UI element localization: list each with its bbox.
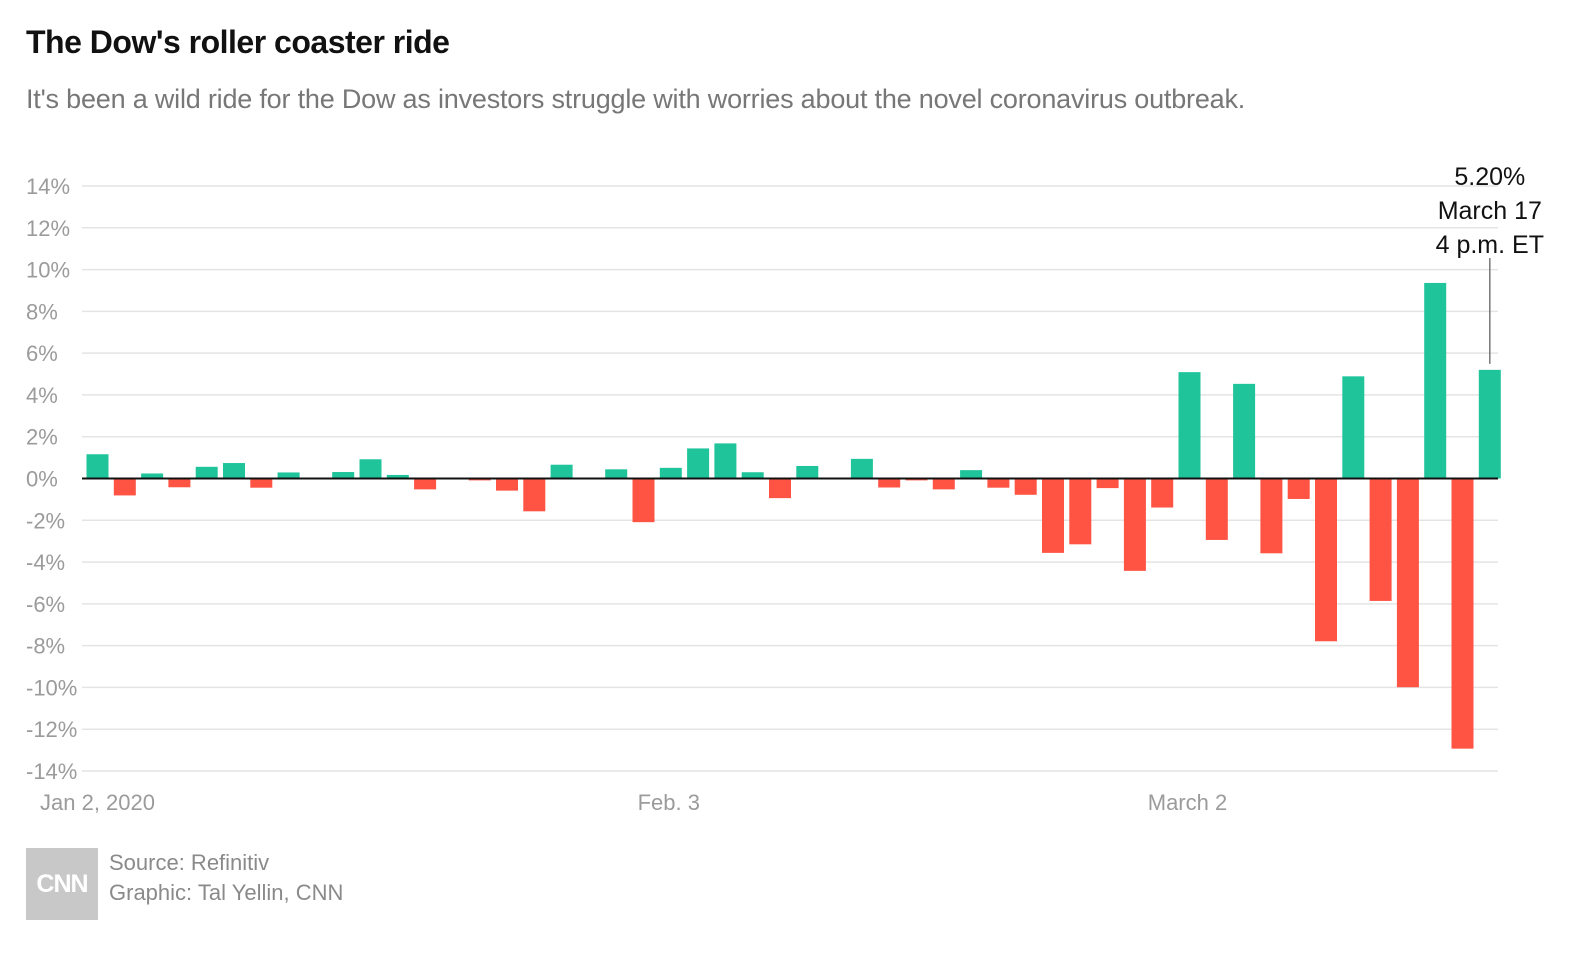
bar-positive bbox=[1342, 376, 1365, 479]
bar-positive bbox=[714, 443, 737, 479]
y-tick-label: -10% bbox=[26, 675, 77, 700]
bar-negative bbox=[168, 478, 191, 488]
y-tick-label: 12% bbox=[26, 216, 70, 241]
bar-positive bbox=[359, 459, 382, 479]
bar-positive bbox=[687, 448, 710, 479]
y-tick-label: -6% bbox=[26, 592, 65, 617]
bar-negative bbox=[769, 478, 791, 499]
bar-negative bbox=[1096, 478, 1119, 489]
bar-negative bbox=[987, 478, 1010, 488]
bar-positive bbox=[605, 469, 628, 479]
y-tick-label: -8% bbox=[26, 634, 65, 659]
bar-positive bbox=[659, 467, 682, 479]
bar-negative bbox=[1014, 478, 1037, 495]
bar-negative bbox=[113, 478, 136, 496]
bar-positive bbox=[1424, 282, 1447, 479]
source-credit: Source: Refinitiv bbox=[109, 850, 270, 875]
bar-positive bbox=[796, 465, 819, 479]
y-tick-label: 4% bbox=[26, 383, 58, 408]
bar-negative bbox=[523, 478, 546, 512]
bar-negative bbox=[878, 478, 901, 488]
bar-negative bbox=[496, 478, 518, 491]
chart-subtitle: It's been a wild ride for the Dow as inv… bbox=[26, 84, 1246, 114]
bar-positive bbox=[1233, 383, 1256, 479]
bar-negative bbox=[1260, 478, 1283, 554]
bar-positive bbox=[550, 464, 573, 479]
bar-positive bbox=[1178, 372, 1201, 479]
y-tick-label: -12% bbox=[26, 717, 77, 742]
annotation-label: 5.20% bbox=[1454, 163, 1525, 191]
annotation-label: 4 p.m. ET bbox=[1436, 231, 1544, 259]
bar-positive bbox=[741, 472, 764, 479]
bar-negative bbox=[1451, 478, 1474, 749]
cnn-logo: CNN bbox=[26, 848, 98, 920]
y-tick-label: 10% bbox=[26, 258, 70, 283]
x-tick-label: Feb. 3 bbox=[638, 790, 700, 815]
bar-positive bbox=[1478, 369, 1501, 479]
bar-positive bbox=[86, 454, 109, 479]
bar-negative bbox=[1287, 478, 1310, 499]
bar-positive bbox=[850, 458, 873, 479]
bar-negative bbox=[1315, 478, 1337, 642]
chart-title: The Dow's roller coaster ride bbox=[26, 24, 450, 60]
bar-negative bbox=[1369, 478, 1392, 601]
bar-negative bbox=[250, 478, 273, 488]
bar-positive bbox=[141, 473, 164, 479]
y-tick-label: -14% bbox=[26, 759, 77, 784]
bar-negative bbox=[414, 478, 437, 490]
bar-positive bbox=[960, 470, 983, 479]
bar-chart: 14% 12% 10% 8% 6% 4% 2% 0% -2% -4% -6% -8% -10% -12% -… bbox=[26, 163, 1544, 815]
y-tick-label: 14% bbox=[26, 174, 70, 199]
bar-negative bbox=[932, 478, 955, 490]
bar-positive bbox=[195, 466, 218, 479]
bar-negative bbox=[1069, 478, 1092, 545]
y-tick-label: 6% bbox=[26, 341, 58, 366]
bar-positive bbox=[386, 474, 409, 479]
y-tick-label: 2% bbox=[26, 425, 58, 450]
bar-negative bbox=[1205, 478, 1228, 540]
annotation-label: March 17 bbox=[1438, 197, 1542, 225]
x-tick-label: Jan 2, 2020 bbox=[40, 790, 155, 815]
cnn-logo-text: CNN bbox=[36, 869, 88, 898]
bar-negative bbox=[1123, 478, 1146, 571]
bar-positive bbox=[223, 463, 245, 479]
y-tick-label: -4% bbox=[26, 550, 65, 575]
y-tick-label: -2% bbox=[26, 508, 65, 533]
graphic-credit: Graphic: Tal Yellin, CNN bbox=[109, 880, 344, 905]
bar-negative bbox=[1042, 478, 1064, 553]
bar-positive bbox=[332, 472, 355, 479]
bar-negative bbox=[1396, 478, 1419, 688]
bar-positive bbox=[277, 472, 300, 479]
x-tick-label: March 2 bbox=[1148, 790, 1227, 815]
y-tick-label: 0% bbox=[26, 467, 58, 492]
bar-negative bbox=[632, 478, 655, 523]
y-tick-label: 8% bbox=[26, 299, 58, 324]
bar-negative bbox=[1151, 478, 1174, 508]
